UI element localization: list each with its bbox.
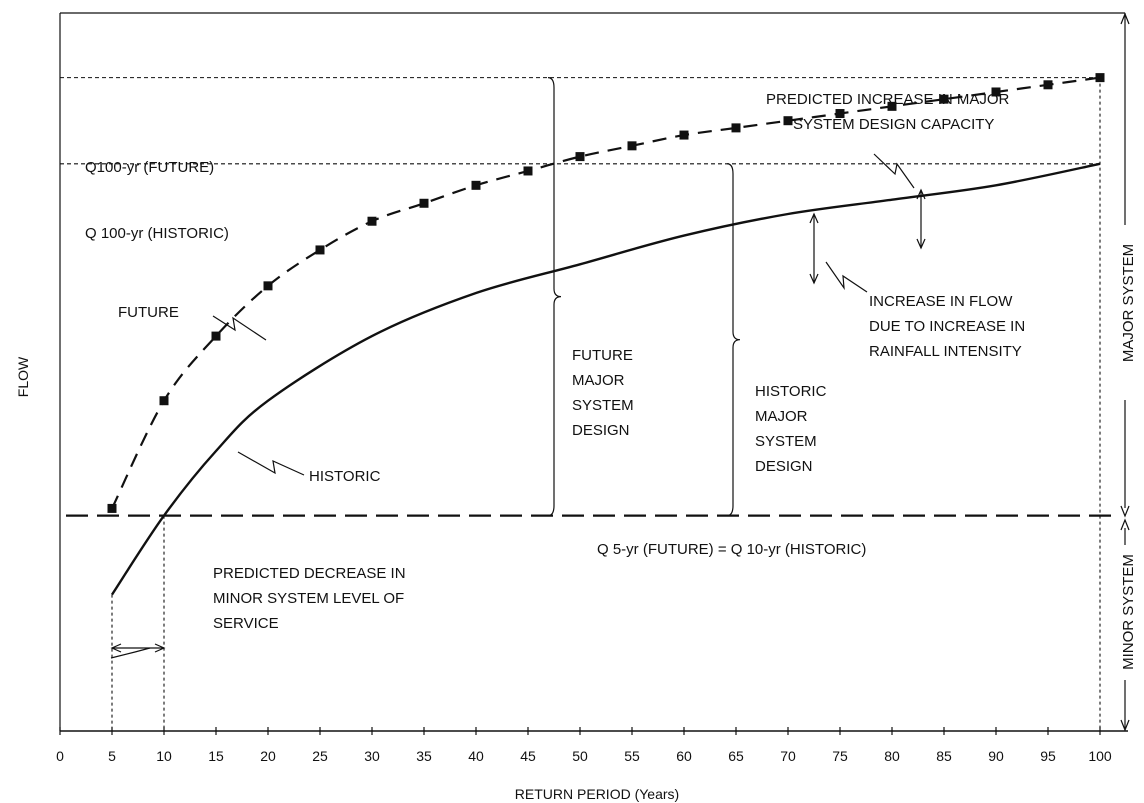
- historic-leader: [237, 451, 305, 476]
- q5-future-label: Q 5-yr (FUTURE) = Q 10-yr (HISTORIC): [597, 541, 866, 558]
- minor-decrease-note-line2: MINOR SYSTEM LEVEL OF: [213, 590, 404, 607]
- future-marker: [367, 216, 377, 226]
- historic-curve: [110, 162, 1101, 596]
- future-major-note-line1: FUTURE: [572, 347, 633, 364]
- plot-frame: [59, 12, 1130, 732]
- capacity-increase-note-line1: PREDICTED INCREASE IN MAJOR: [766, 91, 1010, 108]
- future-marker: [419, 198, 429, 208]
- future-marker: [1043, 80, 1053, 90]
- x-tick-label: 60: [676, 748, 692, 764]
- reference-lines: [60, 77, 1118, 517]
- flow-increase-note-line2: DUE TO INCREASE IN: [869, 318, 1025, 335]
- minor-decrease-note-line1: PREDICTED DECREASE IN: [213, 565, 406, 582]
- capacity-increase-arrow-head-top: [916, 188, 926, 200]
- future-series: [107, 73, 1105, 513]
- future-marker: [471, 180, 481, 190]
- capacity-leader: [873, 153, 915, 189]
- future-major-note-line3: SYSTEM: [572, 397, 634, 414]
- x-axis-ticks: 0 5 10 15 20 25 30 35 40 45 50 55 60 65 70 75 80 85 90 95 10…: [56, 727, 1112, 764]
- future-major-note-line2: MAJOR: [572, 372, 625, 389]
- future-major-brace: [547, 77, 562, 517]
- future-marker: [523, 166, 533, 176]
- x-tick-label: 40: [468, 748, 484, 764]
- major-arrow-bottom: [1120, 505, 1130, 518]
- flow-leader: [825, 261, 868, 293]
- annotation-brackets: [110, 77, 926, 659]
- x-tick-label: 95: [1040, 748, 1056, 764]
- x-tick-label: 25: [312, 748, 328, 764]
- future-marker: [627, 141, 637, 151]
- future-label: FUTURE: [118, 304, 179, 321]
- future-marker: [679, 130, 689, 140]
- historic-label: HISTORIC: [309, 468, 381, 485]
- x-tick-label: 75: [832, 748, 848, 764]
- capacity-increase-arrow-head-bottom: [916, 238, 926, 250]
- x-tick-label: 5: [108, 748, 116, 764]
- x-axis-title: RETURN PERIOD (Years): [515, 786, 679, 802]
- future-marker: [107, 503, 117, 513]
- flow-increase-arrow-head-bottom: [809, 273, 819, 285]
- minor-arrow-top: [1120, 518, 1130, 531]
- x-tick-label: 10: [156, 748, 172, 764]
- x-tick-label: 30: [364, 748, 380, 764]
- y-axis-title: FLOW: [15, 356, 31, 397]
- future-marker: [783, 116, 793, 126]
- x-tick-label: 50: [572, 748, 588, 764]
- historic-series: [110, 162, 1101, 596]
- minor-system-label: MINOR SYSTEM: [1120, 554, 1137, 670]
- x-tick-label: 55: [624, 748, 640, 764]
- major-system-label: MAJOR SYSTEM: [1120, 244, 1137, 362]
- x-tick-label: 85: [936, 748, 952, 764]
- historic-major-brace: [726, 163, 741, 517]
- major-arrow-top: [1120, 12, 1130, 25]
- future-marker: [731, 123, 741, 133]
- future-marker: [211, 331, 221, 341]
- flow-increase-note-line3: RAINFALL INTENSITY: [869, 343, 1022, 360]
- minor-decrease-arrow-left: [110, 643, 122, 653]
- future-marker: [159, 396, 169, 406]
- future-marker: [1095, 73, 1105, 83]
- future-major-note-line4: DESIGN: [572, 422, 630, 439]
- minor-decrease-note-line3: SERVICE: [213, 615, 279, 632]
- flow-increase-arrow-head-top: [809, 212, 819, 224]
- minor-decrease-arrow-right: [154, 643, 166, 653]
- future-marker: [835, 109, 845, 119]
- future-leader: [212, 315, 267, 341]
- minor-arrow-bottom: [1120, 719, 1130, 732]
- x-tick-label: 35: [416, 748, 432, 764]
- historic-major-note-line1: HISTORIC: [755, 383, 827, 400]
- future-curve: [111, 76, 1101, 509]
- capacity-increase-note-line2: SYSTEM DESIGN CAPACITY: [793, 116, 994, 133]
- historic-major-note-line3: SYSTEM: [755, 433, 817, 450]
- x-tick-label: 0: [56, 748, 64, 764]
- historic-major-note-line4: DESIGN: [755, 458, 813, 475]
- future-marker: [991, 87, 1001, 97]
- x-tick-label: 90: [988, 748, 1004, 764]
- x-tick-label: 70: [780, 748, 796, 764]
- x-tick-label: 20: [260, 748, 276, 764]
- future-marker: [939, 94, 949, 104]
- historic-major-note-line2: MAJOR: [755, 408, 808, 425]
- x-tick-label: 15: [208, 748, 224, 764]
- future-marker: [315, 245, 325, 255]
- x-tick-label: 45: [520, 748, 536, 764]
- q100-historic-label: Q 100-yr (HISTORIC): [85, 225, 229, 242]
- future-marker: [263, 281, 273, 291]
- future-marker: [575, 152, 585, 162]
- future-marker: [887, 101, 897, 111]
- minor-leader: [110, 647, 151, 659]
- flow-increase-note-line1: INCREASE IN FLOW: [869, 293, 1013, 310]
- x-tick-label: 65: [728, 748, 744, 764]
- x-tick-label: 80: [884, 748, 900, 764]
- q100-future-label: Q100-yr (FUTURE): [85, 159, 214, 176]
- x-tick-label: 100: [1088, 748, 1112, 764]
